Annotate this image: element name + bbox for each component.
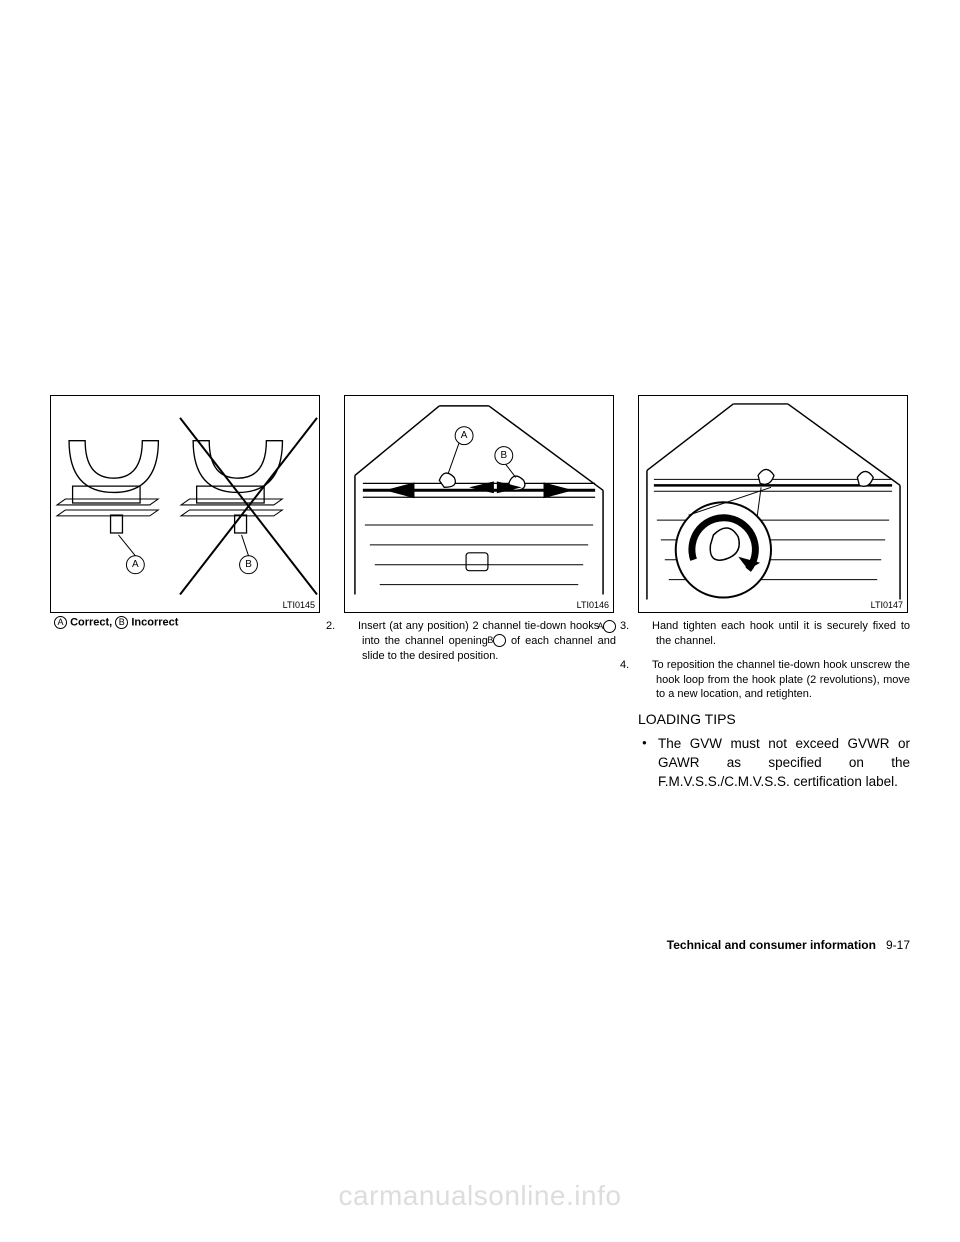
column-1: A B LTI0145 A Correct, B Incorrect (50, 395, 322, 792)
figure-1-caption: A Correct, B Incorrect (54, 616, 322, 629)
figure-3: LTI0147 (638, 395, 908, 613)
figure-2-label: LTI0146 (577, 600, 609, 610)
step-4-num: 4. (638, 658, 652, 673)
footer-page: 9-17 (886, 938, 910, 952)
step-2-list: 2.Insert (at any position) 2 channel tie… (344, 619, 616, 664)
figure-2: A B LTI0146 (344, 395, 614, 613)
loading-tips-bullet-1: The GVW must not exceed GVWR or GAWR as … (638, 735, 910, 792)
caption-b-text: Incorrect (131, 616, 178, 628)
svg-text:B: B (501, 450, 508, 461)
step-2-text-before: Insert (at any position) 2 channel tie-d… (358, 620, 599, 632)
fig1-callout-b: B (245, 559, 252, 570)
footer-section: Technical and consumer information (667, 938, 876, 952)
caption-b-circle: B (115, 616, 128, 629)
figure-1: A B LTI0145 (50, 395, 320, 613)
step-3: 3.Hand tighten each hook until it is sec… (638, 619, 910, 649)
loading-tips-heading: LOADING TIPS (638, 711, 910, 727)
column-2: A B LTI0146 2.Insert (at any position) 2… (344, 395, 616, 792)
step-2: 2.Insert (at any position) 2 channel tie… (344, 619, 616, 664)
step-2-b: B (493, 634, 506, 647)
step-2-mid: into the channel opening (362, 635, 488, 647)
step-3-text: Hand tighten each hook until it is secur… (652, 620, 910, 647)
figure-1-label: LTI0145 (283, 600, 315, 610)
watermark: carmanualsonline.info (0, 1180, 960, 1212)
page-content: A B LTI0145 A Correct, B Incorrect (50, 395, 910, 792)
step-4: 4.To reposition the channel tie-down hoo… (638, 658, 910, 703)
figure-2-art: A B (345, 396, 613, 612)
step-4-text: To reposition the channel tie-down hook … (652, 659, 910, 701)
caption-a-text: Correct, (70, 616, 112, 628)
step-2-num: 2. (344, 619, 358, 634)
page-footer: Technical and consumer information 9-17 (667, 938, 910, 952)
svg-text:A: A (461, 430, 468, 441)
fig1-callout-a: A (132, 559, 139, 570)
step-2-a: A (603, 620, 616, 633)
step-3-num: 3. (638, 619, 652, 634)
caption-a-circle: A (54, 616, 67, 629)
loading-tips-list: The GVW must not exceed GVWR or GAWR as … (638, 735, 910, 792)
column-3: LTI0147 3.Hand tighten each hook until i… (638, 395, 910, 792)
steps-3-4: 3.Hand tighten each hook until it is sec… (638, 619, 910, 702)
figure-3-label: LTI0147 (871, 600, 903, 610)
figure-3-art (639, 396, 907, 612)
figure-1-art: A B (51, 396, 319, 612)
